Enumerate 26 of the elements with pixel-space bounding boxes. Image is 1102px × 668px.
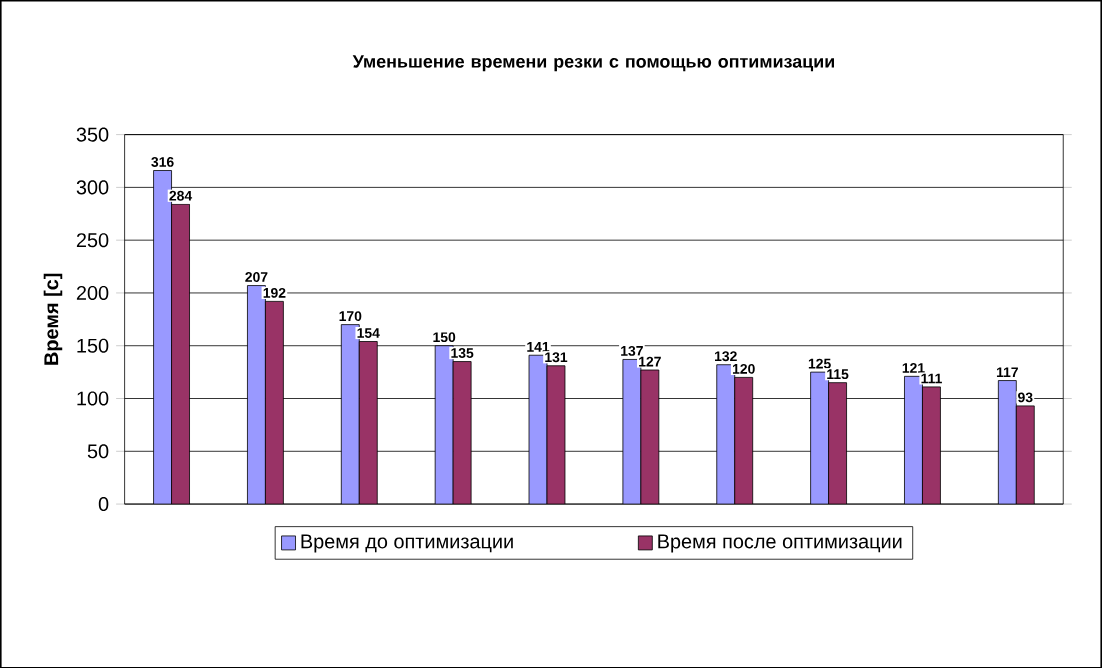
y-tick-label: 300: [76, 180, 109, 195]
y-tick-label: 50: [87, 443, 109, 459]
y-tick-label: 200: [76, 285, 109, 300]
legend-label: Время после оптимизации: [658, 534, 902, 553]
chart-title: Уменьшение времени резки с помощью оптимизации: [352, 54, 834, 71]
y-tick-label: 350: [76, 127, 109, 142]
bar: [1015, 405, 1035, 504]
bar: [265, 300, 284, 504]
bar: [904, 375, 923, 504]
bar: [247, 284, 266, 504]
bar: [340, 323, 360, 504]
y-tick-label: 100: [77, 391, 109, 406]
y-tick-label: 250: [76, 232, 109, 247]
bar: [153, 169, 172, 504]
bar: [171, 203, 190, 504]
y-axis-title: Время [с]: [43, 273, 63, 365]
bar: [716, 364, 736, 504]
bar: [828, 381, 847, 504]
y-tick-label: 150: [77, 338, 109, 353]
legend-label: Время до оптимизации: [301, 534, 513, 553]
y-tick-label: 0: [98, 496, 109, 511]
bar: [734, 376, 754, 504]
bar: [922, 386, 941, 504]
bar: [810, 371, 829, 504]
bar: [358, 340, 378, 504]
bar: [997, 379, 1017, 504]
